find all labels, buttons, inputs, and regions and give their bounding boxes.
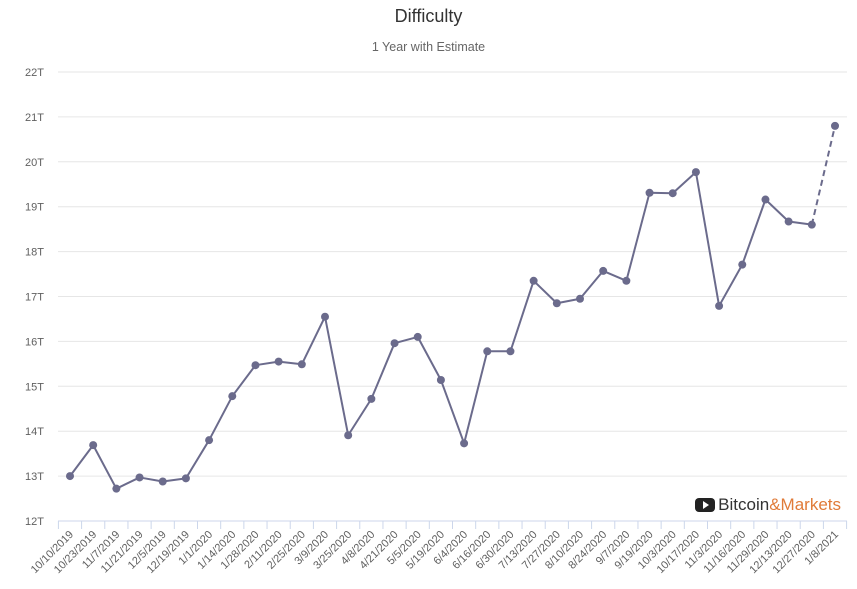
data-point [645,188,654,197]
y-tick-label: 22T [25,67,44,79]
data-point [413,332,422,341]
data-point [761,195,770,204]
chart-title: Difficulty [394,6,463,26]
data-point [599,266,608,275]
y-tick-label: 13T [25,471,44,483]
data-point [436,376,445,385]
y-tick-label: 14T [25,426,44,438]
data-point [89,441,98,450]
series-line [69,171,812,490]
data-point [807,220,816,229]
data-point [181,474,190,483]
y-tick-label: 12T [25,516,44,528]
data-point [622,276,631,285]
data-point [228,392,237,401]
logo-text-bitcoin: Bitcoin [718,495,770,514]
y-tick-label: 16T [25,336,44,348]
y-tick-label: 15T [25,381,44,393]
data-point [715,301,724,310]
data-point [738,260,747,269]
chart-subtitle: 1 Year with Estimate [371,40,486,54]
data-point [297,360,306,369]
y-tick-label: 17T [25,292,44,304]
data-point [529,276,538,285]
y-tick-label: 18T [25,247,44,259]
y-tick-label: 20T [25,157,44,169]
data-point [251,361,260,370]
data-point [691,168,700,177]
data-point [274,357,283,366]
data-point [205,436,214,445]
data-point [552,299,561,308]
y-tick-label: 21T [25,112,44,124]
logo-text-markets: &Markets [769,495,841,514]
data-point [506,347,515,356]
data-point [321,312,329,321]
data-point [483,347,492,356]
data-point [112,484,121,493]
data-point [390,339,399,348]
data-point [576,294,584,303]
data-point [344,431,353,440]
data-point [66,472,74,481]
data-point [135,473,144,482]
data-point [158,477,167,486]
brand-logo: Bitcoin &Markets [695,495,841,515]
data-point [784,217,793,226]
y-tick-label: 19T [25,202,44,214]
estimate-line [810,125,836,225]
data-point [460,439,469,448]
play-icon [695,498,716,512]
data-point [831,121,839,130]
data-point [367,394,376,403]
data-point [668,189,677,198]
